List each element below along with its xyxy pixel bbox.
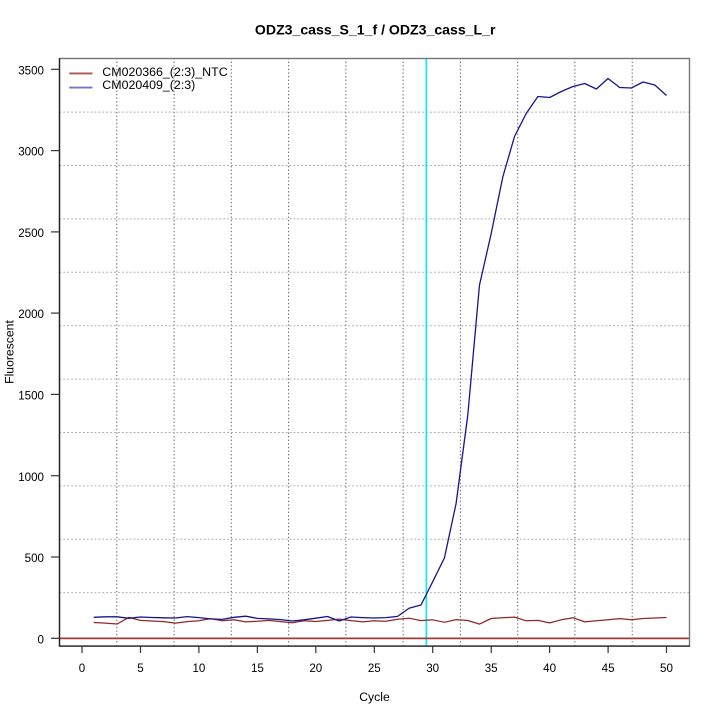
svg-text:50: 50: [660, 662, 673, 675]
svg-text:30: 30: [426, 662, 439, 675]
svg-text:ODZ3_cass_S_1_f / ODZ3_cass_L_: ODZ3_cass_S_1_f / ODZ3_cass_L_r: [255, 22, 496, 38]
svg-text:1000: 1000: [18, 471, 44, 484]
svg-text:40: 40: [543, 662, 556, 675]
svg-text:3500: 3500: [18, 64, 44, 77]
svg-text:20: 20: [309, 662, 322, 675]
svg-text:3000: 3000: [18, 146, 44, 159]
svg-text:0: 0: [38, 633, 44, 646]
svg-text:500: 500: [25, 552, 44, 565]
svg-text:15: 15: [251, 662, 264, 675]
svg-text:Fluorescent: Fluorescent: [3, 320, 17, 384]
svg-text:10: 10: [192, 662, 205, 675]
svg-text:5: 5: [137, 662, 143, 675]
svg-text:45: 45: [602, 662, 615, 675]
svg-text:25: 25: [368, 662, 381, 675]
svg-text:2000: 2000: [18, 308, 44, 321]
svg-text:2500: 2500: [18, 227, 44, 240]
svg-text:Cycle: Cycle: [359, 690, 390, 704]
svg-text:1500: 1500: [18, 390, 44, 403]
svg-text:35: 35: [485, 662, 498, 675]
svg-text:CM020409_(2:3): CM020409_(2:3): [102, 78, 195, 92]
svg-text:CM020366_(2:3)_NTC: CM020366_(2:3)_NTC: [102, 65, 227, 79]
svg-text:0: 0: [79, 662, 85, 675]
